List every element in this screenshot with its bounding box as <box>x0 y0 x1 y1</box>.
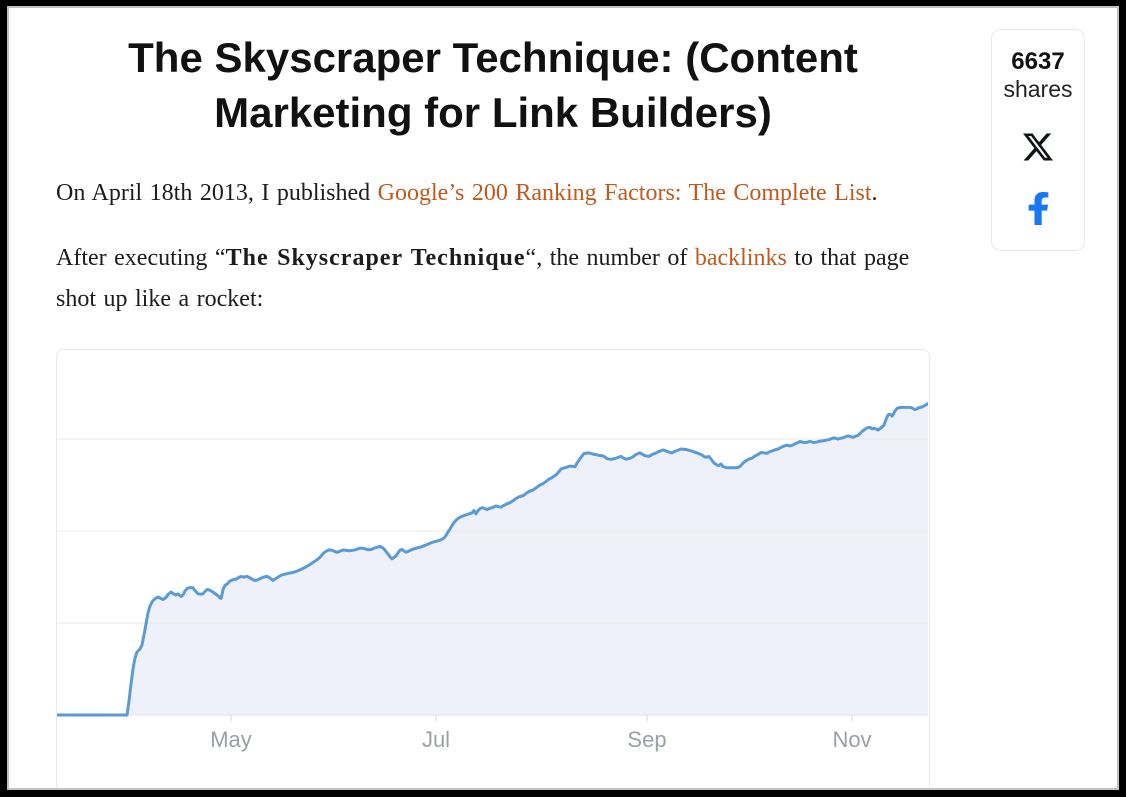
svg-text:Sep: Sep <box>627 727 666 752</box>
svg-text:May: May <box>210 727 252 752</box>
svg-text:Jul: Jul <box>422 727 450 752</box>
svg-text:Nov: Nov <box>832 727 871 752</box>
